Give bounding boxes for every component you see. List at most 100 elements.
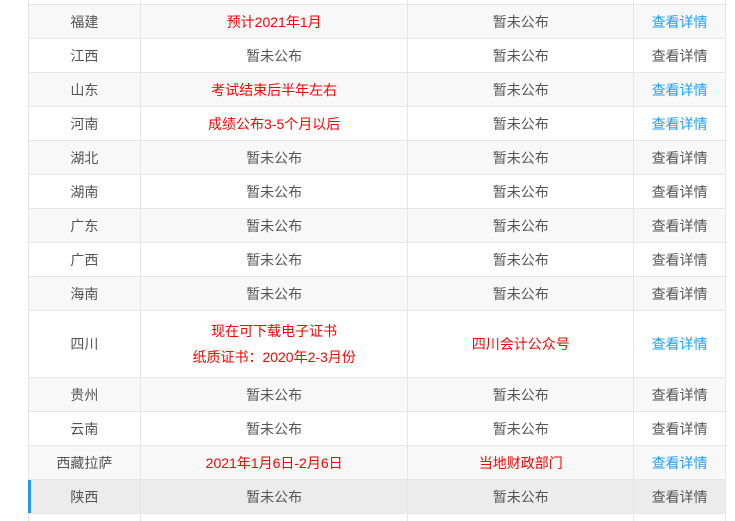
time-cell: 成绩公布3-5个月以后 (141, 107, 409, 140)
province-label: 福建 (70, 13, 99, 30)
province-label: 湖南 (70, 183, 99, 200)
place-label: 暂未公布 (492, 47, 549, 64)
time-text: 暂未公布 (246, 217, 303, 234)
detail-cell: 查看详情 (634, 311, 726, 377)
time-text: 2021年1月6日-2月6日 (205, 454, 343, 471)
view-detail-link[interactable]: 查看详情 (651, 115, 708, 132)
province-label: 海南 (70, 285, 99, 302)
time-cell: 暂未公布 (141, 175, 409, 208)
province-cell: 山东 (29, 73, 141, 106)
place-label: 暂未公布 (492, 420, 549, 437)
view-detail-link[interactable]: 查看详情 (651, 336, 708, 352)
place-label: 暂未公布 (492, 183, 549, 200)
time-text: 暂未公布 (246, 183, 303, 200)
table-row[interactable]: 福建 预计2021年1月 暂未公布 查看详情 (29, 5, 726, 39)
province-cell: 云南 (29, 412, 141, 445)
table-row[interactable]: 湖南 暂未公布 暂未公布 查看详情 (29, 175, 726, 209)
partial-cell (634, 514, 726, 521)
partial-row-top (29, 0, 726, 5)
place-label: 暂未公布 (492, 217, 549, 234)
time-cell: 暂未公布 (141, 243, 409, 276)
partial-cell (408, 0, 635, 4)
province-cell: 四川 (29, 311, 141, 377)
time-text: 成绩公布3-5个月以后 (208, 115, 341, 132)
time-cell: 暂未公布 (141, 39, 409, 72)
detail-cell: 查看详情 (634, 175, 726, 208)
table-row[interactable]: 云南 暂未公布 暂未公布 查看详情 (29, 412, 726, 446)
place-cell: 暂未公布 (408, 243, 635, 276)
province-label: 湖北 (70, 149, 99, 166)
province-label: 广西 (70, 251, 99, 268)
time-text: 暂未公布 (246, 251, 303, 268)
table-row[interactable]: 广东 暂未公布 暂未公布 查看详情 (29, 209, 726, 243)
detail-cell: 查看详情 (634, 39, 726, 72)
place-label: 暂未公布 (492, 13, 549, 30)
view-detail-link[interactable]: 查看详情 (651, 81, 708, 98)
time-cell: 暂未公布 (141, 277, 409, 310)
time-cell: 暂未公布 (141, 378, 409, 411)
place-cell: 暂未公布 (408, 209, 635, 242)
province-cell: 江西 (29, 39, 141, 72)
view-detail-link[interactable]: 查看详情 (651, 183, 708, 200)
time-text: 纸质证书：2020年2-3月份 (192, 349, 356, 365)
view-detail-link[interactable]: 查看详情 (651, 386, 708, 403)
partial-cell (141, 514, 409, 521)
province-label: 江西 (70, 47, 99, 64)
partial-row-bottom (29, 514, 726, 521)
place-label: 暂未公布 (492, 285, 549, 302)
province-cell: 西藏拉萨 (29, 446, 141, 479)
place-cell: 暂未公布 (408, 141, 635, 174)
table-row[interactable]: 海南 暂未公布 暂未公布 查看详情 (29, 277, 726, 311)
table-row[interactable]: 山东 考试结束后半年左右 暂未公布 查看详情 (29, 73, 726, 107)
table-row[interactable]: 四川 现在可下载电子证书 纸质证书：2020年2-3月份 四川会计公众号 查看详情 (29, 311, 726, 378)
time-text: 暂未公布 (246, 285, 303, 302)
time-text: 现在可下载电子证书 (211, 323, 338, 339)
province-label: 贵州 (70, 386, 99, 403)
view-detail-link[interactable]: 查看详情 (651, 488, 708, 505)
province-cell: 贵州 (29, 378, 141, 411)
time-text: 暂未公布 (246, 420, 303, 437)
place-label: 暂未公布 (492, 386, 549, 403)
detail-cell: 查看详情 (634, 480, 726, 513)
place-cell: 暂未公布 (408, 480, 635, 513)
view-detail-link[interactable]: 查看详情 (651, 217, 708, 234)
time-text: 预计2021年1月 (226, 13, 322, 30)
time-text: 暂未公布 (246, 488, 303, 505)
detail-cell: 查看详情 (634, 243, 726, 276)
partial-cell (29, 514, 141, 521)
time-cell: 暂未公布 (141, 412, 409, 445)
time-cell: 预计2021年1月 (141, 5, 409, 38)
table-row[interactable]: 河南 成绩公布3-5个月以后 暂未公布 查看详情 (29, 107, 726, 141)
table-row[interactable]: 陕西 暂未公布 暂未公布 查看详情 (28, 480, 726, 514)
view-detail-link[interactable]: 查看详情 (651, 47, 708, 64)
time-text: 暂未公布 (246, 47, 303, 64)
view-detail-link[interactable]: 查看详情 (651, 149, 708, 166)
place-cell: 暂未公布 (408, 277, 635, 310)
table-row[interactable]: 广西 暂未公布 暂未公布 查看详情 (29, 243, 726, 277)
place-cell: 暂未公布 (408, 412, 635, 445)
detail-cell: 查看详情 (634, 446, 726, 479)
table-row[interactable]: 湖北 暂未公布 暂未公布 查看详情 (29, 141, 726, 175)
place-cell: 暂未公布 (408, 107, 635, 140)
detail-cell: 查看详情 (634, 277, 726, 310)
table-rows: 福建 预计2021年1月 暂未公布 查看详情 江西 暂未公布 暂未公布 查看详情… (28, 5, 726, 514)
time-text: 暂未公布 (246, 386, 303, 403)
view-detail-link[interactable]: 查看详情 (651, 251, 708, 268)
place-label: 当地财政部门 (478, 454, 563, 471)
place-cell: 暂未公布 (408, 378, 635, 411)
partial-cell (408, 514, 635, 521)
time-cell: 考试结束后半年左右 (141, 73, 409, 106)
view-detail-link[interactable]: 查看详情 (651, 420, 708, 437)
view-detail-link[interactable]: 查看详情 (651, 285, 708, 302)
view-detail-link[interactable]: 查看详情 (651, 454, 708, 471)
time-text: 暂未公布 (246, 149, 303, 166)
table-row[interactable]: 贵州 暂未公布 暂未公布 查看详情 (29, 378, 726, 412)
place-cell: 暂未公布 (408, 39, 635, 72)
place-label: 暂未公布 (492, 251, 549, 268)
view-detail-link[interactable]: 查看详情 (651, 13, 708, 30)
table-row[interactable]: 西藏拉萨 2021年1月6日-2月6日 当地财政部门 查看详情 (29, 446, 726, 480)
time-cell: 暂未公布 (141, 480, 409, 513)
province-label: 河南 (70, 115, 99, 132)
province-label: 山东 (70, 81, 99, 98)
table-row[interactable]: 江西 暂未公布 暂未公布 查看详情 (29, 39, 726, 73)
